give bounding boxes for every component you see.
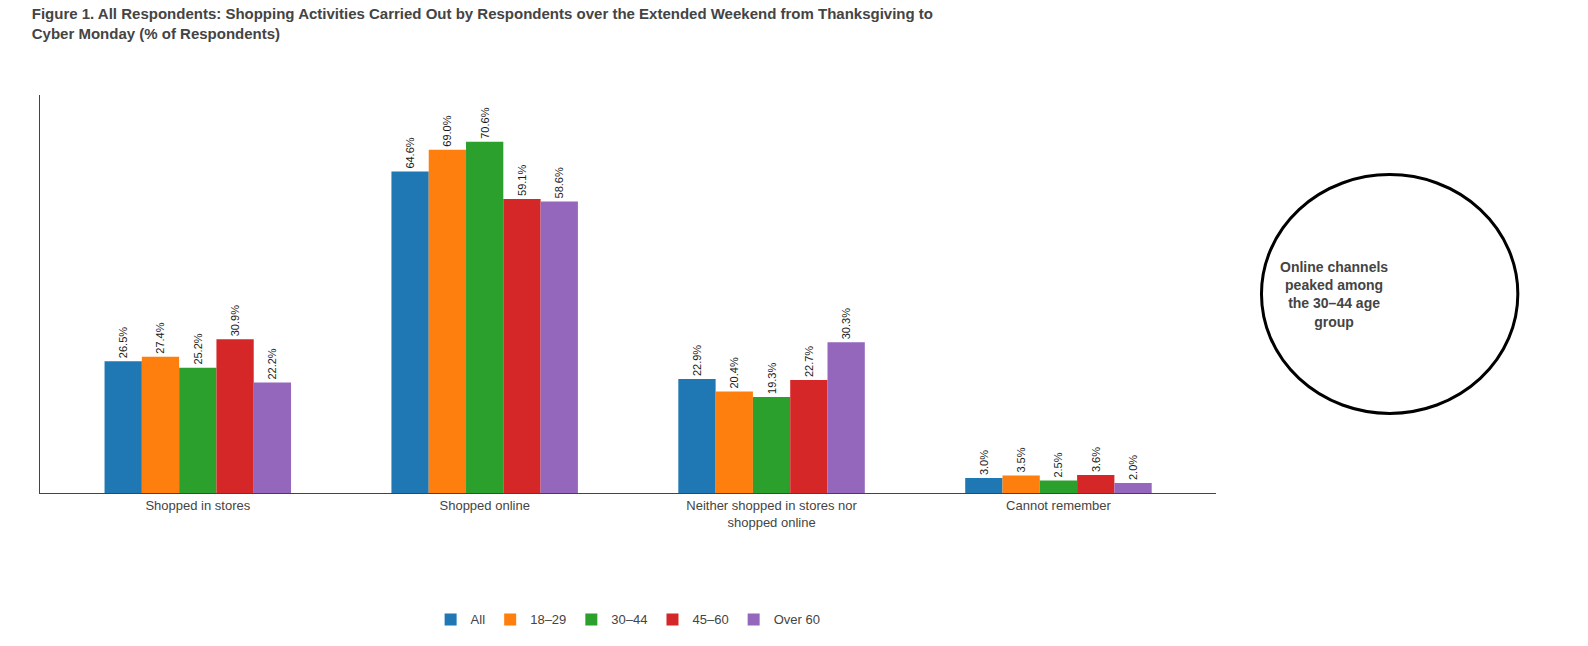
svg-text:Over 60: Over 60 <box>774 612 820 627</box>
svg-text:27.4%: 27.4% <box>154 322 166 353</box>
svg-text:64.6%: 64.6% <box>404 137 416 168</box>
svg-text:22.2%: 22.2% <box>266 348 278 379</box>
svg-text:19.3%: 19.3% <box>766 363 778 394</box>
svg-text:59.1%: 59.1% <box>516 165 528 196</box>
svg-text:30.3%: 30.3% <box>840 308 852 339</box>
svg-text:18–29: 18–29 <box>530 612 566 627</box>
svg-text:3.5%: 3.5% <box>1015 447 1027 472</box>
svg-text:All: All <box>471 612 486 627</box>
svg-text:2.5%: 2.5% <box>1052 452 1064 477</box>
svg-text:69.0%: 69.0% <box>441 115 453 146</box>
svg-text:22.7%: 22.7% <box>803 346 815 377</box>
svg-text:30.9%: 30.9% <box>229 305 241 336</box>
svg-text:Cannot remember: Cannot remember <box>1006 498 1111 513</box>
svg-text:2.0%: 2.0% <box>1127 455 1139 480</box>
svg-text:Shopped in stores: Shopped in stores <box>145 498 250 513</box>
svg-text:3.6%: 3.6% <box>1090 447 1102 472</box>
svg-text:45–60: 45–60 <box>692 612 728 627</box>
svg-text:3.0%: 3.0% <box>978 450 990 475</box>
svg-text:22.9%: 22.9% <box>691 345 703 376</box>
svg-text:70.6%: 70.6% <box>479 107 491 138</box>
svg-text:58.6%: 58.6% <box>553 167 565 198</box>
svg-text:20.4%: 20.4% <box>728 357 740 388</box>
svg-text:30–44: 30–44 <box>611 612 647 627</box>
svg-text:Neither shopped in stores nors: Neither shopped in stores norshopped onl… <box>686 498 857 530</box>
svg-text:Figure 1. All Respondents: Sho: Figure 1. All Respondents: Shopping Acti… <box>32 5 933 42</box>
svg-text:Online channelspeaked amongthe: Online channelspeaked amongthe 30–44 age… <box>1280 259 1388 330</box>
svg-text:Shopped online: Shopped online <box>440 498 530 513</box>
svg-text:26.5%: 26.5% <box>117 327 129 358</box>
svg-text:25.2%: 25.2% <box>192 333 204 364</box>
